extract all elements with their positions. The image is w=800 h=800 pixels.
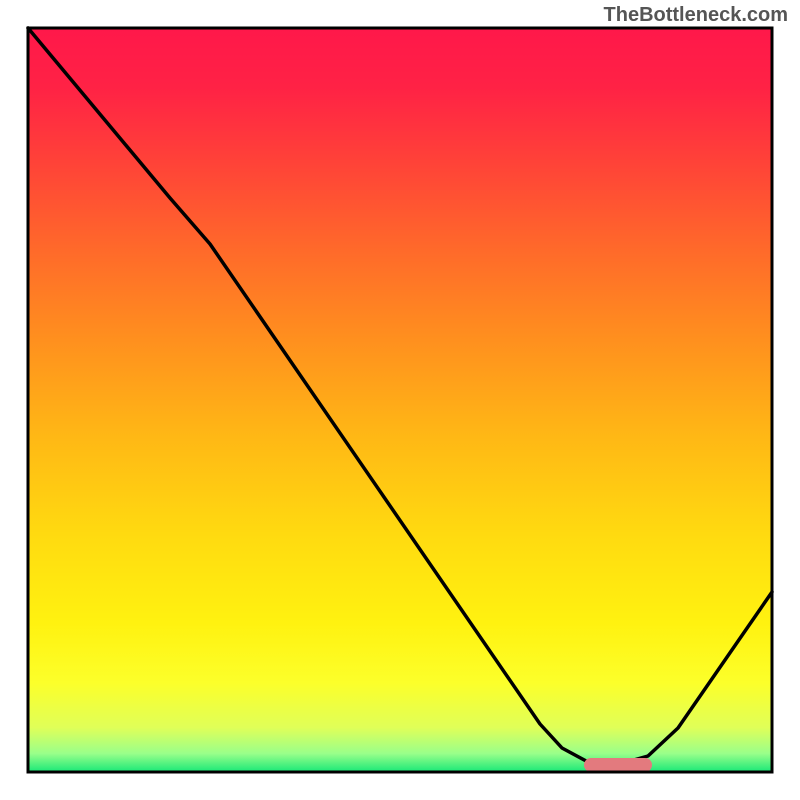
chart-background (28, 28, 772, 772)
chart-container: { "watermark": "TheBottleneck.com", "cha… (0, 0, 800, 800)
bottleneck-chart (0, 0, 800, 800)
optimal-marker (584, 758, 652, 772)
watermark-text: TheBottleneck.com (604, 4, 788, 27)
